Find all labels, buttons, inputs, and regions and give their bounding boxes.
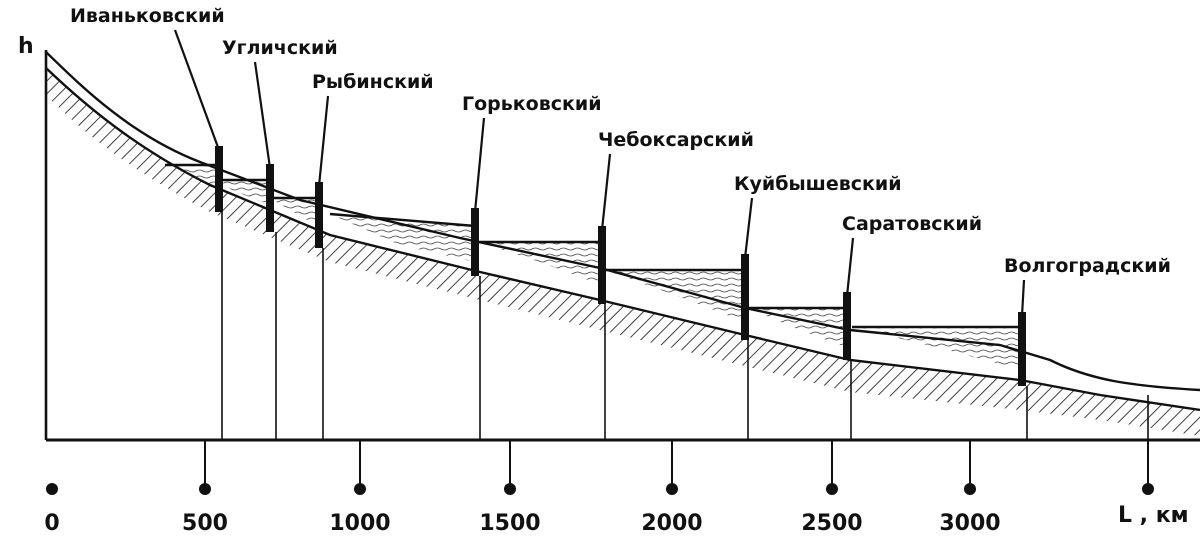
dam-2: Угличский <box>222 37 338 232</box>
x-tick: 2000 <box>641 440 703 536</box>
x-tick: 500 <box>182 440 228 536</box>
dam-label: Рыбинский <box>312 71 434 93</box>
dam-wall <box>315 182 323 248</box>
x-tick-label: 3000 <box>939 511 1000 536</box>
dam-label: Угличский <box>222 37 338 59</box>
dam-label: Саратовский <box>842 213 982 235</box>
dam-wall <box>215 146 223 212</box>
dam-6: Куйбышевский <box>734 173 902 340</box>
x-tick-label: 1500 <box>479 511 540 536</box>
x-tick-label: 0 <box>44 511 59 536</box>
x-tick: 1000 <box>329 440 391 536</box>
dam-wall <box>266 164 274 232</box>
axes <box>44 50 1200 442</box>
x-axis-label: L , км <box>1118 503 1189 528</box>
dam-3: Рыбинский <box>312 71 434 248</box>
dam-wall <box>471 208 479 276</box>
river-profile <box>45 51 1200 412</box>
dam-leader-line <box>473 117 486 213</box>
dam-wall <box>598 226 606 304</box>
x-tick-label: 2500 <box>801 511 862 536</box>
x-tick-label: 500 <box>182 511 228 536</box>
x-tick-end <box>1142 395 1154 495</box>
dam-label: Куйбышевский <box>734 173 902 195</box>
dam-1: Иваньковский <box>70 5 225 212</box>
dam-leader-line <box>845 237 855 297</box>
dam-wall <box>741 254 749 340</box>
ground-hatching <box>46 68 1200 436</box>
dam-leader-line <box>317 95 330 187</box>
y-axis-label: h <box>18 34 34 59</box>
x-tick-label: 1000 <box>329 511 390 536</box>
dam-leader-line <box>600 153 612 231</box>
dam-label: Иваньковский <box>70 5 225 27</box>
x-tick: 0 <box>44 483 60 536</box>
dam-label: Горьковский <box>462 93 602 115</box>
dam-leader-line <box>253 61 272 169</box>
dam-leader-line <box>1020 279 1026 317</box>
dam-4: Горьковский <box>462 93 602 276</box>
dam-7: Саратовский <box>842 213 982 360</box>
x-tick: 1500 <box>479 440 541 536</box>
dam-leader-line <box>173 29 221 151</box>
x-tick: 3000 <box>939 440 1001 536</box>
x-tick: 2500 <box>801 440 863 536</box>
dams: Иваньковский Угличский Рыбинский Горьковски… <box>70 5 1171 386</box>
dam-wall <box>843 292 851 360</box>
dam-5: Чебоксарский <box>598 129 754 304</box>
dam-label: Чебоксарский <box>598 129 754 151</box>
dam-8: Волгоградский <box>1004 255 1171 386</box>
x-tick-label: 2000 <box>641 511 702 536</box>
dam-wall <box>1018 312 1026 386</box>
station-lines <box>221 212 1028 440</box>
dam-leader-line <box>743 197 754 259</box>
reservoirs <box>165 165 1022 370</box>
dam-label: Волгоградский <box>1004 255 1171 277</box>
x-axis-ticks: 0 500 1000 1500 2000 2500 3000 <box>44 395 1154 536</box>
